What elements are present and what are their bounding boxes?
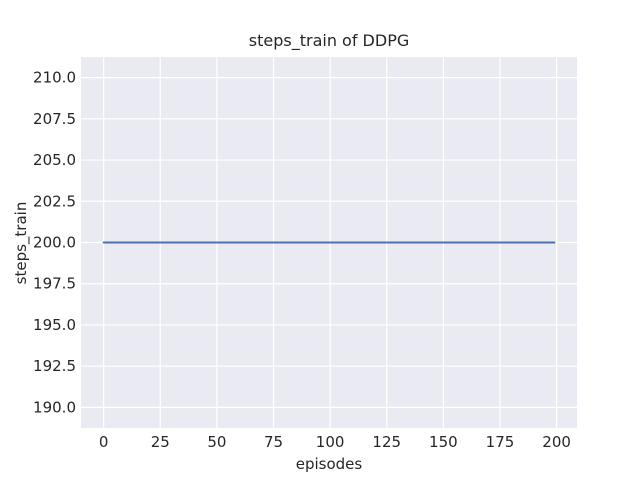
chart-title: steps_train of DDPG: [249, 31, 409, 51]
y-tick-label: 210.0: [33, 69, 76, 87]
y-tick-label: 207.5: [33, 110, 76, 128]
y-tick-label: 200.0: [33, 234, 76, 252]
x-tick-label: 0: [99, 433, 109, 451]
x-tick-label: 200: [542, 433, 571, 451]
y-axis-label: steps_train: [12, 202, 31, 285]
x-tick-label: 175: [486, 433, 515, 451]
x-tick-label: 125: [372, 433, 401, 451]
y-tick-label: 195.0: [33, 316, 76, 334]
y-tick-label: 190.0: [33, 398, 76, 416]
y-tick-label: 192.5: [33, 357, 76, 375]
y-tick-label: 197.5: [33, 275, 76, 293]
y-tick-label: 205.0: [33, 151, 76, 169]
chart-plot-area-group: 0 25 50 75 100 125 150 175 200 190.0 192.5 195.0 197…: [33, 57, 577, 451]
y-tick-label: 202.5: [33, 192, 76, 210]
x-tick-label: 50: [207, 433, 226, 451]
x-axis-label: episodes: [296, 455, 363, 473]
x-tick-label: 100: [316, 433, 345, 451]
x-tick-label: 25: [151, 433, 170, 451]
x-tick-label: 150: [429, 433, 458, 451]
x-tick-label: 75: [264, 433, 283, 451]
